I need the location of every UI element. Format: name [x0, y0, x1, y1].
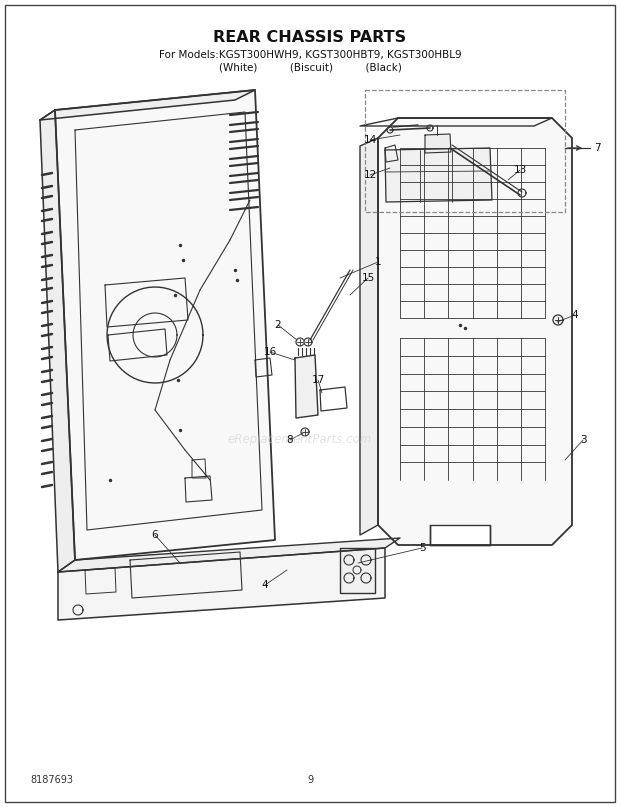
Polygon shape — [55, 90, 275, 560]
Polygon shape — [296, 338, 304, 346]
Text: eReplacementParts.com: eReplacementParts.com — [228, 433, 372, 446]
Polygon shape — [40, 110, 75, 572]
Text: 8: 8 — [286, 435, 293, 445]
Text: 16: 16 — [264, 347, 277, 357]
Text: 15: 15 — [361, 273, 374, 283]
Text: For Models:KGST300HWH9, KGST300HBT9, KGST300HBL9: For Models:KGST300HWH9, KGST300HBT9, KGS… — [159, 50, 461, 60]
Text: 1: 1 — [374, 257, 381, 267]
Text: REAR CHASSIS PARTS: REAR CHASSIS PARTS — [213, 31, 407, 45]
Polygon shape — [301, 428, 309, 436]
Polygon shape — [378, 118, 572, 545]
Polygon shape — [58, 538, 400, 572]
Text: 13: 13 — [513, 165, 526, 175]
Text: 12: 12 — [363, 170, 376, 180]
Text: 2: 2 — [275, 320, 281, 330]
Polygon shape — [430, 525, 490, 545]
Text: 14: 14 — [363, 135, 376, 145]
Text: 8187693: 8187693 — [30, 775, 73, 785]
Polygon shape — [304, 338, 312, 346]
Polygon shape — [385, 148, 492, 202]
Polygon shape — [295, 355, 318, 418]
Text: 4: 4 — [572, 310, 578, 320]
Polygon shape — [40, 90, 255, 120]
Text: 5: 5 — [418, 543, 425, 553]
Text: 3: 3 — [580, 435, 587, 445]
Polygon shape — [553, 315, 563, 325]
Text: 7: 7 — [594, 143, 600, 153]
Text: 17: 17 — [311, 375, 325, 385]
Text: 9: 9 — [307, 775, 313, 785]
Text: 4: 4 — [262, 580, 268, 590]
Text: 6: 6 — [152, 530, 158, 540]
Polygon shape — [340, 548, 375, 593]
Polygon shape — [58, 548, 385, 620]
Polygon shape — [360, 138, 378, 535]
Polygon shape — [425, 134, 451, 153]
Text: (White)          (Biscuit)          (Black): (White) (Biscuit) (Black) — [219, 62, 401, 72]
